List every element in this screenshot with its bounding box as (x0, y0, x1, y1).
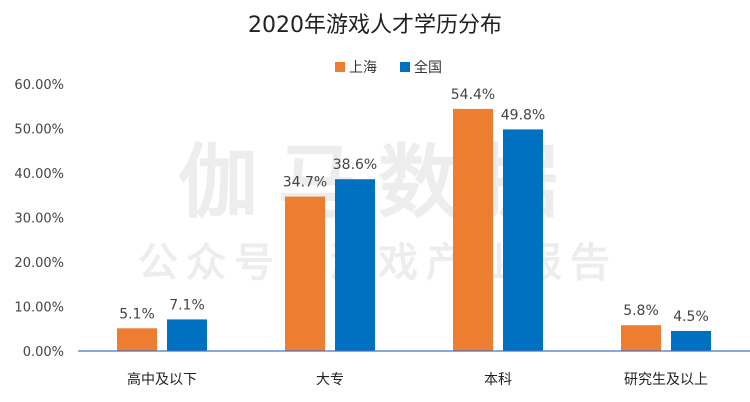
x-axis: 高中及以下 大专 本科 研究生及以上 (127, 371, 708, 388)
data-label: 7.1% (169, 297, 205, 313)
y-tick-label: 50.00% (14, 123, 64, 138)
bar-national (503, 129, 543, 351)
bar-shanghai (117, 328, 157, 351)
watermark-line-2: 公众号：游戏产业报告 (138, 240, 618, 286)
bar-national (335, 179, 375, 351)
chart-title: 2020年游戏人才学历分布 (248, 13, 502, 38)
data-label: 34.7% (283, 175, 327, 191)
data-label: 38.6% (333, 157, 377, 173)
data-label: 4.5% (673, 309, 709, 325)
legend-swatch-shanghai (335, 62, 345, 72)
x-category-label: 研究生及以上 (624, 372, 708, 388)
bars (117, 108, 711, 351)
y-tick-label: 10.00% (14, 301, 64, 316)
data-label: 5.1% (119, 306, 155, 322)
x-category-label: 本科 (484, 372, 512, 388)
bar-national (671, 330, 711, 351)
bar-labels: 5.1% 7.1% 34.7% 38.6% 54.4% 49.8% 5.8% 4.5% (119, 87, 709, 325)
bar-national (167, 319, 207, 351)
legend: 上海 全国 (335, 59, 442, 76)
bar-shanghai (621, 325, 661, 351)
y-tick-label: 40.00% (14, 167, 64, 182)
bar-shanghai (285, 196, 325, 351)
y-tick-label: 0.00% (23, 345, 64, 360)
bar-shanghai (453, 108, 493, 351)
y-tick-label: 20.00% (14, 256, 64, 271)
data-label: 54.4% (451, 87, 495, 103)
y-tick-label: 60.00% (14, 78, 64, 93)
data-label: 5.8% (623, 303, 659, 319)
y-tick-label: 30.00% (14, 212, 64, 227)
legend-label-national: 全国 (414, 59, 442, 76)
legend-label-shanghai: 上海 (349, 60, 377, 76)
y-axis: 0.00% 10.00% 20.00% 30.00% 40.00% 50.00% 60.00… (14, 78, 64, 360)
data-label: 49.8% (501, 107, 545, 123)
x-category-label: 大专 (316, 372, 344, 388)
legend-swatch-national (400, 62, 410, 72)
x-category-label: 高中及以下 (127, 371, 197, 388)
watermark: 伽马数据 公众号：游戏产业报告 (138, 136, 618, 286)
